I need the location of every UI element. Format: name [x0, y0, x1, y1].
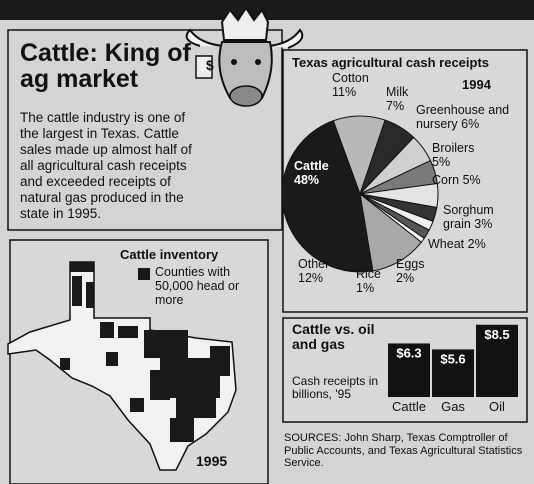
pie-label: Eggs 2%	[396, 257, 436, 286]
pie-label-value: 2%	[396, 270, 415, 285]
pie-label-value: 1%	[356, 280, 375, 295]
pie-label-value: 6%	[461, 116, 480, 131]
pie-label: Milk 7%	[386, 85, 426, 114]
pie-label: Other 12%	[298, 257, 348, 286]
pie-label: Corn 5%	[432, 173, 482, 188]
bar-category-label: Cattle	[392, 399, 426, 414]
bar-title: Cattle vs. oil and gas	[292, 321, 375, 353]
masthead-band	[0, 0, 534, 20]
legend-swatch	[138, 268, 150, 280]
pie-subtitle: 1994	[462, 77, 491, 92]
bar-subtitle: Cash receipts in billions, '95	[292, 374, 379, 402]
illustration-tag: $	[206, 57, 214, 73]
bar	[476, 324, 518, 397]
pie-label-name: Milk	[386, 85, 409, 99]
map-year: 1995	[196, 453, 228, 469]
bar	[388, 343, 430, 397]
pie-label-name: Wheat	[428, 237, 465, 251]
pie-label-value: 48%	[294, 172, 320, 187]
pie-label-name: Cattle	[294, 159, 329, 173]
cow-illustration	[185, 6, 304, 107]
map-title: Cattle inventory	[120, 247, 219, 262]
pie-label-value: 2%	[467, 237, 486, 251]
bar-value-label: $6.3	[396, 345, 421, 360]
texas-map	[7, 261, 237, 471]
pie-label: Greenhouse and nursery 6%	[416, 103, 526, 132]
pie-label-value: 5%	[462, 173, 481, 187]
pie-label-name: Eggs	[396, 257, 425, 271]
pie-label-value: 12%	[298, 270, 324, 285]
pie-label-value: 11%	[332, 84, 357, 99]
pie-label-name: Cotton	[332, 71, 369, 85]
pie-label-name: Greenhouse and nursery	[416, 103, 510, 131]
bar-value-label: $5.6	[440, 351, 465, 366]
pie-label: Wheat 2%	[428, 237, 488, 252]
bar-value-label: $8.5	[484, 327, 509, 342]
story-body: The cattle industry is one of the larges…	[20, 110, 192, 221]
pie-label-value: 5%	[432, 154, 451, 169]
pie-label: Rice 1%	[356, 267, 396, 296]
pie-label: Broilers 5%	[432, 141, 492, 170]
bar-category-label: Oil	[489, 399, 505, 414]
bar	[432, 349, 474, 397]
sources: SOURCES: John Sharp, Texas Comptroller o…	[284, 432, 523, 470]
pie-label: Cattle 48%	[294, 159, 354, 188]
pie-label-name: Sorghum grain	[443, 203, 494, 231]
pie-label-name: Corn	[432, 173, 460, 187]
pie-label-name: Broilers	[432, 141, 475, 155]
pie-title: Texas agricultural cash receipts	[292, 55, 490, 70]
bar-category-label: Gas	[441, 399, 465, 414]
pie-slice	[281, 120, 374, 273]
pie-label-name: Rice	[356, 267, 382, 281]
headline: Cattle: King of ag market	[20, 39, 191, 94]
pie-label-value: 3%	[474, 216, 493, 231]
pie-label-value: 7%	[386, 98, 405, 113]
map-legend: Counties with 50,000 head or more	[155, 265, 240, 307]
story-frame	[7, 29, 283, 231]
pie-label-name: Other	[298, 257, 330, 271]
pie-label: Sorghum grain 3%	[443, 203, 523, 232]
pie-label: Cotton 11%	[332, 71, 382, 100]
